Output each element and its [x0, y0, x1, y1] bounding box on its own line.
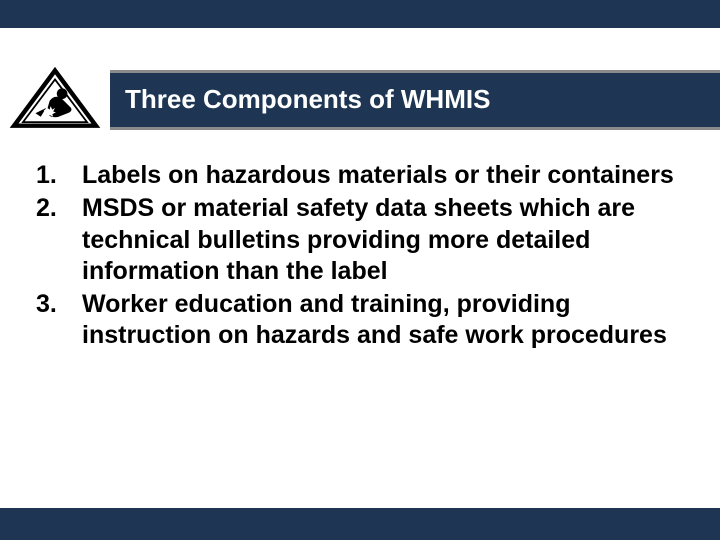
slide-title: Three Components of WHMIS	[125, 84, 700, 115]
numbered-list: Labels on hazardous materials or their c…	[36, 160, 684, 352]
list-item-text: Labels on hazardous materials or their c…	[82, 161, 674, 189]
list-item: Labels on hazardous materials or their c…	[36, 160, 684, 191]
list-item: MSDS or material safety data sheets whic…	[36, 193, 684, 287]
top-accent-bar	[0, 0, 720, 28]
list-item-text: MSDS or material safety data sheets whic…	[82, 194, 635, 285]
list-item-text: Worker education and training, providing…	[82, 290, 667, 349]
content-area: Labels on hazardous materials or their c…	[36, 160, 684, 354]
list-item: Worker education and training, providing…	[36, 289, 684, 352]
logo-container	[0, 63, 110, 135]
safety-triangle-icon	[4, 67, 106, 131]
bottom-accent-bar	[0, 508, 720, 540]
